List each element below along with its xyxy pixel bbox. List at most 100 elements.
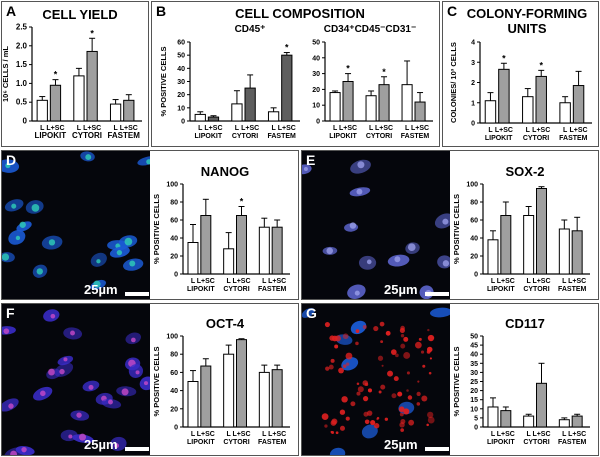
scale-bar	[125, 447, 149, 451]
group-label: CYTORI	[523, 439, 549, 446]
stain-spot	[326, 247, 334, 255]
micrograph-nanog	[2, 151, 150, 299]
stain-spot	[354, 290, 360, 296]
bar	[200, 215, 212, 275]
bar	[571, 230, 583, 275]
cd117-spot	[350, 401, 356, 407]
cd117-spot	[426, 346, 433, 353]
scale-bar	[425, 292, 449, 296]
stain-spot	[357, 161, 365, 169]
panel-label-g: G	[306, 305, 317, 321]
cd117-spot	[398, 406, 405, 413]
cd117-spot	[407, 395, 413, 400]
cd117-spot	[403, 408, 410, 415]
y-tick-label: 10	[312, 103, 320, 110]
bar	[558, 419, 570, 428]
y-tick-label: 2.0	[16, 41, 28, 50]
cd117-spot	[391, 393, 397, 399]
stain-spot	[59, 368, 65, 375]
panel-b	[151, 1, 440, 147]
bar	[571, 415, 583, 428]
stain-spot	[40, 390, 46, 397]
series-label: L	[527, 278, 532, 285]
cd117-spot	[330, 430, 333, 434]
y-tick-label: 80	[170, 352, 178, 359]
nucleus	[350, 320, 367, 335]
cd117-spot	[330, 420, 337, 426]
y-tick-label: 3	[471, 60, 475, 67]
bar	[500, 215, 512, 275]
significance-marker: *	[539, 60, 543, 70]
bar	[236, 339, 247, 428]
bar	[223, 248, 235, 275]
y-tick-label: 35	[470, 361, 478, 368]
group-label: FASTEM	[401, 133, 430, 140]
series-label: L+SC	[197, 431, 215, 438]
cd117-spot	[373, 423, 380, 429]
bar	[36, 99, 48, 122]
group-label: FASTEM	[258, 439, 287, 446]
cd117-spot	[345, 362, 350, 366]
cd117-spot	[399, 412, 404, 417]
cd117-spot	[417, 380, 420, 383]
y-axis-label: % POSITIVE CELLS	[452, 194, 461, 264]
group-label: FASTEM	[558, 439, 587, 446]
y-tick-label: 50	[177, 53, 185, 60]
group-label: FASTEM	[258, 286, 287, 293]
y-tick-label: 20	[312, 87, 320, 94]
cd117-spot	[400, 428, 404, 432]
cd117-spot	[335, 431, 339, 435]
stain-spot	[121, 388, 129, 396]
cd117-spot	[342, 364, 347, 368]
panel-c-title-line2: UNITS	[507, 21, 547, 36]
nucleus	[302, 307, 315, 318]
chart-title-cd34: CD34⁺CD45⁻CD31⁻	[323, 24, 417, 35]
y-tick-label: 40	[170, 388, 178, 395]
series-label: L+SC	[83, 125, 101, 132]
bar	[523, 215, 535, 275]
cd117-spot	[362, 395, 369, 402]
panel-label-f: F	[6, 305, 15, 321]
bar	[123, 99, 135, 122]
bar	[365, 95, 377, 122]
chart-title-cd117: CD117	[505, 316, 545, 331]
cd117-spot	[427, 416, 435, 424]
cd117-spot	[324, 321, 330, 328]
y-tick-label: 60	[170, 370, 178, 377]
stain-spot	[36, 268, 43, 275]
y-tick-label: 5	[474, 415, 478, 422]
cd117-spot	[415, 341, 422, 349]
cd117-spot	[393, 376, 399, 382]
y-tick-label: 20	[177, 92, 185, 99]
y-tick-label: 40	[177, 66, 185, 73]
cd117-spot	[356, 382, 360, 385]
stain-spot	[31, 203, 40, 212]
y-tick-label: 20	[470, 254, 478, 261]
bar	[281, 54, 293, 122]
chart-title-sox2: SOX-2	[505, 164, 545, 179]
bar	[535, 75, 547, 124]
cd117-spot	[397, 391, 403, 397]
nucleus	[128, 364, 144, 379]
stain-spot	[356, 188, 363, 195]
y-tick-label: 60	[470, 218, 478, 225]
series-label: L+SC	[570, 127, 588, 134]
group-label: LIPOKIT	[195, 133, 223, 140]
series-label: L	[527, 431, 532, 438]
stain-spot	[88, 384, 94, 390]
cd117-spot	[341, 396, 348, 403]
series-label: L	[262, 278, 267, 285]
group-label: CYTORI	[232, 133, 258, 140]
y-tick-label: 4	[471, 40, 475, 47]
series-label: L+SC	[232, 278, 250, 285]
y-tick-label: 100	[166, 334, 178, 341]
group-label: CYTORI	[223, 286, 249, 293]
y-axis-label: % POSITIVE CELLS	[152, 194, 161, 264]
nucleus	[361, 424, 378, 439]
series-label: L+SC	[375, 125, 393, 132]
panel-c-title-line1: COLONY-FORMING	[466, 6, 588, 21]
panel-a	[1, 1, 149, 147]
stain-spot	[2, 253, 10, 261]
